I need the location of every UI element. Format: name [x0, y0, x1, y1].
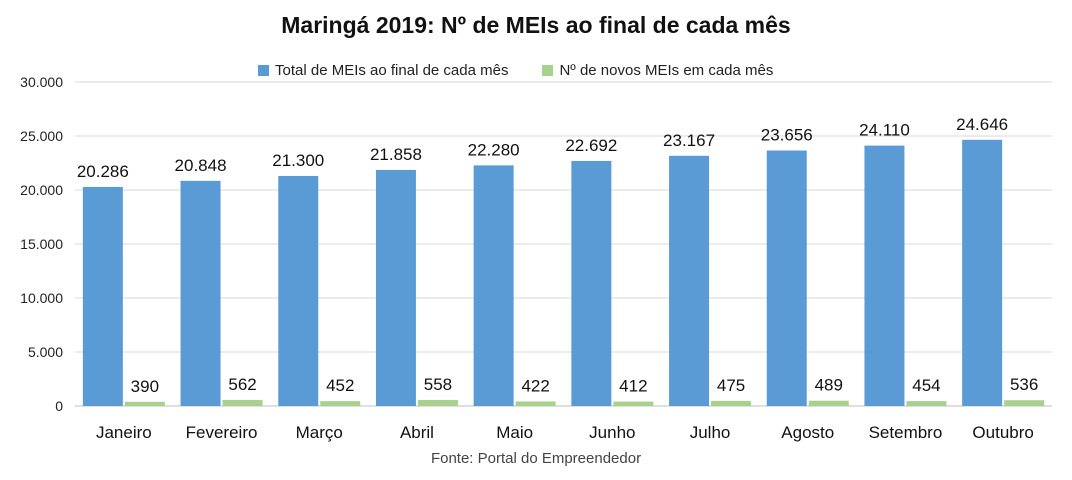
- data-label-novos: 412: [619, 377, 647, 396]
- x-tick-label: Outubro: [972, 423, 1033, 442]
- bar-novos: [320, 401, 361, 406]
- y-tick-label: 30.000: [20, 74, 63, 90]
- data-label-novos: 452: [326, 376, 354, 395]
- bar-novos: [1004, 400, 1045, 406]
- bar-total: [82, 186, 123, 406]
- x-tick-label: Abril: [400, 423, 434, 442]
- y-tick-label: 25.000: [20, 128, 63, 144]
- x-tick-label: Maio: [496, 423, 533, 442]
- legend-item-novos: Nº de novos MEIs em cada mês: [542, 62, 773, 79]
- bar-novos: [613, 401, 654, 406]
- data-label-total: 23.656: [761, 126, 813, 145]
- data-label-novos: 489: [815, 376, 843, 395]
- y-tick-label: 20.000: [20, 182, 63, 198]
- legend-item-total: Total de MEIs ao final de cada mês: [258, 62, 508, 79]
- data-label-total: 24.646: [956, 115, 1008, 134]
- bar-total: [375, 169, 416, 406]
- bar-novos: [515, 401, 556, 406]
- bar-novos: [124, 401, 165, 406]
- legend-swatch-total: [258, 65, 269, 76]
- bar-total: [962, 139, 1003, 407]
- bar-novos: [222, 399, 263, 406]
- bar-novos: [711, 400, 752, 406]
- x-tick-label: Agosto: [781, 423, 834, 442]
- data-label-total: 20.286: [77, 162, 129, 181]
- data-label-total: 21.300: [272, 151, 324, 170]
- source-note: Fonte: Portal do Empreendedor: [430, 450, 642, 467]
- y-tick-label: 15.000: [20, 236, 63, 252]
- x-tick-label: Janeiro: [96, 423, 152, 442]
- chart-legend: Total de MEIs ao final de cada mês Nº de…: [258, 62, 807, 79]
- data-label-novos: 422: [521, 376, 549, 395]
- x-tick-label: Março: [296, 423, 343, 442]
- bar-total: [669, 155, 710, 406]
- data-label-novos: 562: [228, 375, 256, 394]
- bar-novos: [808, 400, 849, 406]
- bar-total: [571, 160, 612, 406]
- y-tick-label: 5.000: [28, 344, 63, 360]
- bar-total: [766, 150, 807, 406]
- chart-title: Maringá 2019: Nº de MEIs ao final de cad…: [281, 12, 791, 38]
- data-label-novos: 558: [424, 375, 452, 394]
- data-label-total: 23.167: [663, 131, 715, 150]
- y-tick-label: 10.000: [20, 290, 63, 306]
- legend-label-novos: Nº de novos MEIs em cada mês: [559, 62, 774, 79]
- bar-total: [278, 175, 319, 406]
- y-tick-label: 0: [55, 398, 63, 414]
- x-tick-label: Julho: [690, 423, 731, 442]
- data-label-total: 22.692: [565, 136, 617, 155]
- bar-novos: [906, 401, 947, 406]
- bar-total: [864, 145, 905, 406]
- x-tick-label: Setembro: [869, 423, 943, 442]
- data-label-novos: 390: [131, 377, 159, 396]
- x-tick-label: Fevereiro: [186, 423, 258, 442]
- bar-novos: [417, 399, 458, 406]
- data-label-total: 22.280: [468, 140, 520, 159]
- data-label-total: 24.110: [859, 121, 910, 140]
- data-label-total: 21.858: [370, 145, 422, 164]
- data-label-total: 20.848: [175, 156, 227, 175]
- bar-total: [473, 165, 514, 406]
- bar-total: [180, 180, 221, 406]
- data-label-novos: 475: [717, 376, 745, 395]
- legend-label-total: Total de MEIs ao final de cada mês: [275, 62, 509, 79]
- x-tick-label: Junho: [589, 423, 635, 442]
- legend-swatch-novos: [542, 65, 554, 76]
- data-label-novos: 454: [912, 376, 940, 395]
- data-label-novos: 536: [1010, 375, 1038, 394]
